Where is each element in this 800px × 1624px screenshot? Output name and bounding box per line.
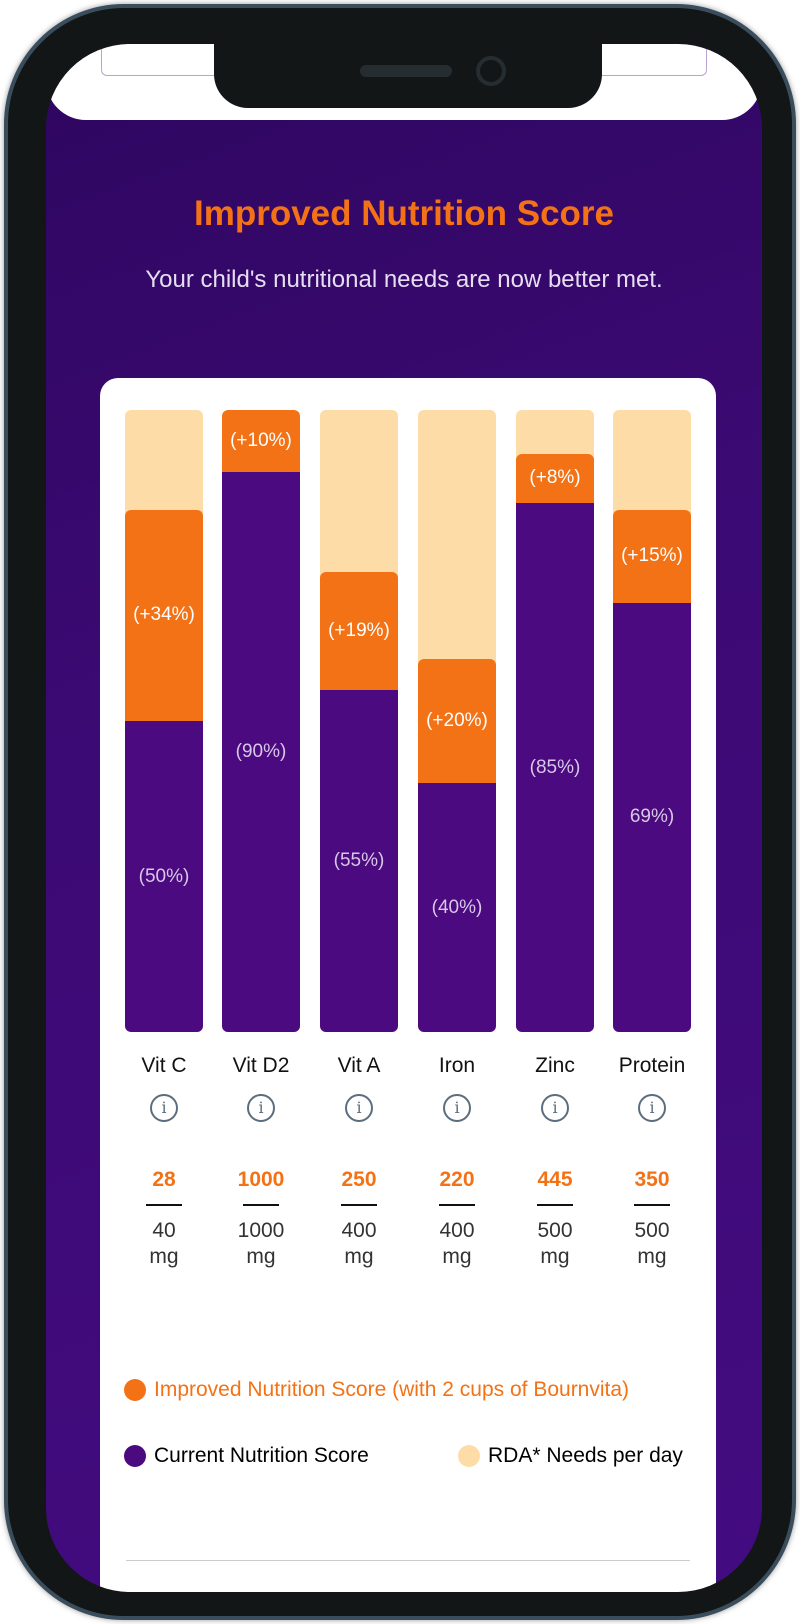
legend-label: Current Nutrition Score bbox=[154, 1444, 369, 1467]
info-icon[interactable]: i bbox=[541, 1094, 569, 1122]
fraction-line bbox=[634, 1204, 670, 1206]
nutrient-name: Iron bbox=[438, 1054, 476, 1077]
legend-current: Current Nutrition Score bbox=[124, 1444, 369, 1468]
fraction-line bbox=[439, 1204, 475, 1206]
nutrient-rda: 500 mg bbox=[537, 1219, 573, 1268]
screen: Improved Nutrition Score Your child's nu… bbox=[46, 44, 762, 1592]
nutrient-value: 350 bbox=[634, 1168, 670, 1191]
page-title: Improved Nutrition Score bbox=[193, 194, 615, 233]
speaker bbox=[360, 65, 452, 77]
rda-bar: (+20%) (40%) bbox=[418, 410, 496, 1032]
nutrient-rda: 40 mg bbox=[149, 1219, 179, 1268]
improved-bar: (+34%) bbox=[125, 509, 203, 721]
info-icon[interactable]: i bbox=[345, 1094, 373, 1122]
notch bbox=[214, 44, 602, 108]
info-icon[interactable]: i bbox=[443, 1094, 471, 1122]
nutrition-card: Improved Nutrition Score (with 2 cups of… bbox=[100, 378, 716, 1592]
current-bar: (90%) bbox=[222, 472, 300, 1032]
rda-bar: (+8%) (85%) bbox=[516, 410, 594, 1032]
nutrient-value: 1000 bbox=[237, 1168, 285, 1191]
divider bbox=[126, 1560, 690, 1561]
nutrient-value: 250 bbox=[341, 1168, 377, 1191]
nutrient-rda: 500 mg bbox=[634, 1219, 670, 1268]
nutrient-name: Vit C bbox=[141, 1054, 187, 1077]
nutrient-value: 28 bbox=[152, 1168, 176, 1191]
improved-bar: (+10%) bbox=[222, 410, 300, 473]
nutrient-rda: 400 mg bbox=[439, 1219, 475, 1268]
legend-label: Improved Nutrition Score (with 2 cups of… bbox=[154, 1378, 630, 1401]
rda-bar: (+19%) (55%) bbox=[320, 410, 398, 1032]
nutrient-value: 445 bbox=[537, 1168, 573, 1191]
info-icon[interactable]: i bbox=[150, 1094, 178, 1122]
fraction-line bbox=[243, 1204, 279, 1206]
nutrient-name: Vit A bbox=[337, 1054, 381, 1077]
nutrient-name: Vit D2 bbox=[232, 1054, 290, 1077]
improved-bar: (+19%) bbox=[320, 571, 398, 690]
legend-improved: Improved Nutrition Score (with 2 cups of… bbox=[124, 1378, 629, 1402]
current-bar: (50%) bbox=[125, 721, 203, 1032]
legend-dot-improved bbox=[124, 1379, 146, 1401]
current-bar: 69%) bbox=[613, 602, 691, 1032]
nutrient-name: Protein bbox=[618, 1054, 686, 1077]
current-bar: (55%) bbox=[320, 689, 398, 1032]
camera bbox=[476, 56, 506, 86]
current-bar: (40%) bbox=[418, 783, 496, 1032]
nutrient-rda: 1000 mg bbox=[237, 1219, 285, 1268]
fraction-line bbox=[146, 1204, 182, 1206]
page-subtitle: Your child's nutritional needs are now b… bbox=[145, 266, 663, 293]
improved-bar: (+20%) bbox=[418, 658, 496, 784]
nutrient-value: 220 bbox=[439, 1168, 475, 1191]
current-bar: (85%) bbox=[516, 503, 594, 1032]
fraction-line bbox=[341, 1204, 377, 1206]
nutrient-name: Zinc bbox=[535, 1054, 575, 1077]
phone-frame: Improved Nutrition Score Your child's nu… bbox=[4, 4, 796, 1620]
rda-bar: (+15%) 69%) bbox=[613, 410, 691, 1032]
legend-label: RDA* Needs per day bbox=[488, 1444, 683, 1467]
legend-dot-rda bbox=[458, 1445, 480, 1467]
fraction-line bbox=[537, 1204, 573, 1206]
improved-bar: (+8%) bbox=[516, 453, 594, 504]
rda-bar: (+34%) (50%) bbox=[125, 410, 203, 1032]
nutrient-rda: 400 mg bbox=[341, 1219, 377, 1268]
info-icon[interactable]: i bbox=[247, 1094, 275, 1122]
info-icon[interactable]: i bbox=[638, 1094, 666, 1122]
legend-rda: RDA* Needs per day bbox=[458, 1444, 683, 1468]
rda-bar: (+10%) (90%) bbox=[222, 410, 300, 1032]
legend-dot-current bbox=[124, 1445, 146, 1467]
improved-bar: (+15%) bbox=[613, 509, 691, 603]
